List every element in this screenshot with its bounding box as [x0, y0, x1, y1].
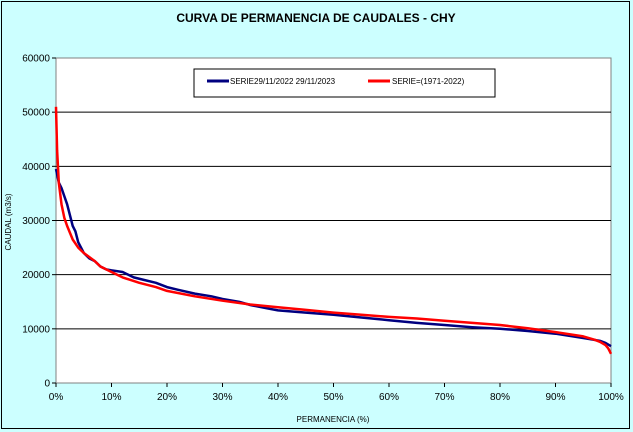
x-tick-labels: 0% 10% 20% 30% 40% 50% 60% 70% 80% 90% 100%: [49, 392, 624, 403]
series-line-1: [54, 168, 612, 348]
y-tick-label: 40000: [22, 162, 50, 173]
x-tick-label: 60%: [379, 392, 399, 403]
chart-title: CURVA DE PERMANENCIA DE CAUDALES - CHY: [176, 11, 455, 25]
x-axis-label: PERMANENCIA (%): [297, 415, 370, 424]
y-axis-label: CAUDAL (m3/s): [4, 193, 13, 250]
series-layer: [54, 106, 613, 355]
y-tick-labels: 0 10000 20000 30000 40000 50000 60000: [22, 54, 50, 390]
legend: SERIE29/11/2022 29/11/2023 SERIE=(1971-2…: [193, 68, 496, 98]
series-line-2: [54, 106, 613, 355]
y-tick-label: 20000: [22, 270, 50, 281]
x-tick-label: 0%: [49, 392, 64, 403]
y-tick-label: 30000: [22, 216, 50, 227]
x-tick-label: 80%: [490, 392, 510, 403]
x-tick-label: 50%: [323, 392, 343, 403]
legend-label-series-2: SERIE=(1971-2022): [392, 77, 465, 86]
y-tick-label: 50000: [22, 108, 50, 119]
x-tick-label: 40%: [268, 392, 288, 403]
y-tick-label: 10000: [22, 324, 50, 335]
x-tick-label: 90%: [545, 392, 565, 403]
legend-label-series-1: SERIE29/11/2022 29/11/2023: [230, 77, 336, 86]
x-tick-label: 30%: [212, 392, 232, 403]
y-tick-label: 60000: [22, 54, 50, 65]
legend-box: [193, 68, 496, 98]
x-tick-label: 70%: [434, 392, 454, 403]
x-tick-label: 10%: [101, 392, 121, 403]
gridlines: [52, 57, 612, 387]
x-tick-label: 20%: [157, 392, 177, 403]
x-tick-label: 100%: [598, 392, 624, 403]
y-tick-label: 0: [44, 379, 50, 390]
